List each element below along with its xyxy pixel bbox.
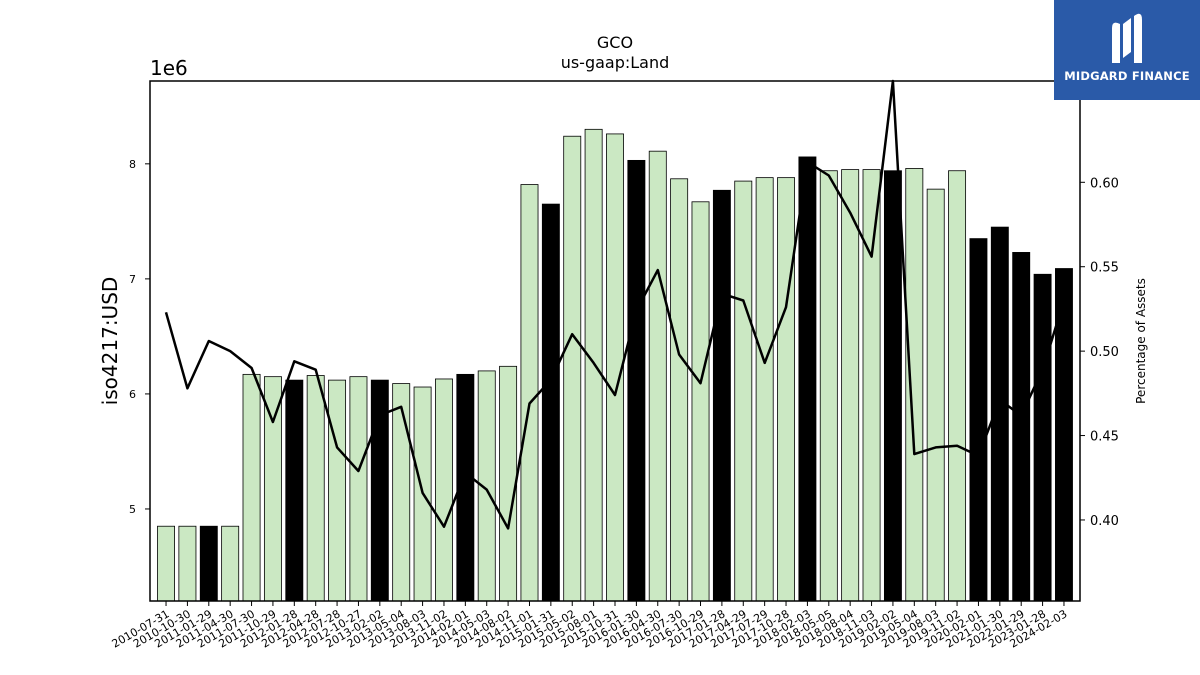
bar: [563, 135, 582, 602]
bar: [862, 169, 881, 602]
bar: [819, 170, 838, 602]
bar: [798, 156, 817, 602]
bar: [627, 159, 646, 602]
brand-logo-text: MIDGARD FINANCE: [1064, 69, 1190, 83]
bar: [1033, 273, 1052, 602]
chart-subtitle: us-gaap:Land: [561, 53, 670, 72]
bar: [306, 375, 325, 602]
brand-logo: MIDGARD FINANCE: [1054, 0, 1200, 100]
bar: [691, 201, 710, 602]
bar: [263, 376, 282, 602]
bar: [734, 180, 753, 602]
bar: [221, 525, 240, 602]
bar: [157, 525, 175, 602]
bar: [178, 525, 197, 602]
bar: [328, 379, 347, 602]
bars-layer: [157, 128, 1073, 602]
y-axis-right: 0.40 0.45 0.50 0.55 0.60: [1080, 176, 1119, 529]
bar: [670, 178, 689, 602]
y2-tick-label: 0.45: [1090, 430, 1119, 445]
y-tick-label: 7: [129, 273, 136, 286]
y-axis-left: 5 6 7 8: [129, 158, 150, 516]
bar: [520, 184, 539, 602]
y2-tick-label: 0.55: [1090, 261, 1119, 276]
bar: [883, 170, 902, 602]
y-tick-label: 6: [129, 388, 136, 401]
y-axis-label: iso4217:USD: [98, 277, 122, 406]
bar: [285, 379, 304, 602]
y2-tick-label: 0.60: [1090, 176, 1119, 191]
bar: [777, 177, 795, 602]
x-axis: 2010-07-312010-10-302011-01-292011-04-30…: [110, 601, 1069, 651]
bar: [499, 365, 518, 602]
bar: [712, 189, 731, 602]
bar: [969, 238, 988, 602]
bar: [648, 150, 667, 602]
bar: [541, 203, 560, 602]
bar: [926, 188, 945, 602]
y-tick-label: 8: [129, 158, 136, 171]
bar: [841, 169, 860, 602]
y-tick-label: 5: [129, 503, 136, 516]
y2-tick-label: 0.40: [1090, 514, 1119, 529]
bar: [905, 168, 924, 602]
bar: [755, 177, 774, 602]
y2-axis-label: Percentage of Assets: [1134, 278, 1148, 404]
midgard-logo-icon: [1112, 13, 1142, 64]
bar: [392, 383, 411, 602]
bar: [199, 525, 218, 602]
line-layer: [164, 79, 1066, 530]
bar: [948, 170, 967, 602]
y2-tick-label: 0.50: [1090, 345, 1119, 360]
bar: [242, 373, 261, 602]
series-line-percentage: [164, 79, 1066, 530]
chart-title: GCO: [597, 33, 633, 52]
y-multiplier-label: 1e6: [150, 56, 188, 80]
bar: [349, 376, 368, 602]
bar: [1012, 252, 1031, 602]
bar: [435, 378, 453, 602]
